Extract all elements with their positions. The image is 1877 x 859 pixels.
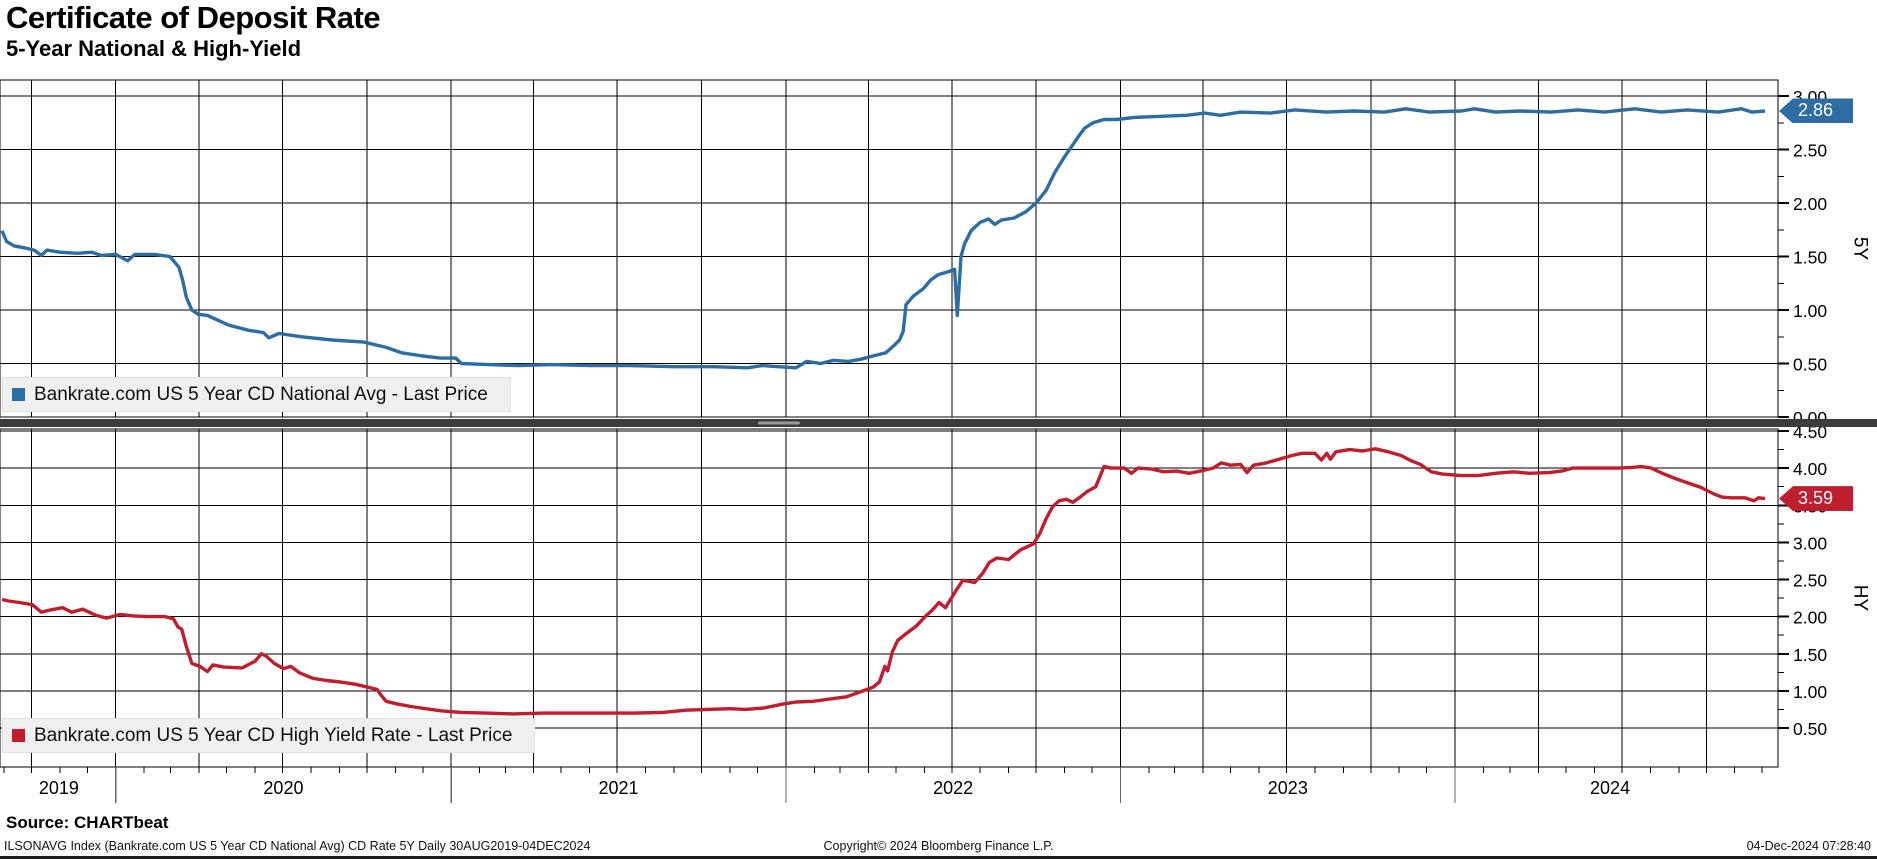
panel-frame xyxy=(0,79,1779,418)
national-series-swatch-icon xyxy=(12,388,25,401)
x-axis-year-label: 2019 xyxy=(39,778,79,798)
legend-high-yield[interactable]: Bankrate.com US 5 Year CD High Yield Rat… xyxy=(2,718,536,753)
index-description: ILSONAVG Index (Bankrate.com US 5 Year C… xyxy=(4,839,591,853)
high-yield-series-swatch-icon xyxy=(12,729,25,742)
page-subtitle: 5-Year National & High-Yield xyxy=(6,36,302,61)
y-axis-label: 3.00 xyxy=(1793,533,1827,553)
y-axis-label: 2.00 xyxy=(1793,194,1827,214)
timestamp: 04-Dec-2024 07:28:40 xyxy=(1746,839,1871,853)
series-line-national[interactable] xyxy=(0,107,1766,370)
legend-national-avg[interactable]: Bankrate.com US 5 Year CD National Avg -… xyxy=(2,377,511,412)
y-axis-label: 2.50 xyxy=(1793,141,1827,161)
page-title: Certificate of Deposit Rate xyxy=(6,0,381,35)
legend-national-label: Bankrate.com US 5 Year CD National Avg -… xyxy=(34,383,488,405)
y-axis-label: 2.00 xyxy=(1793,608,1827,628)
x-axis-year-label: 2024 xyxy=(1590,778,1630,798)
y-axis-label: 1.50 xyxy=(1793,645,1827,665)
window-bottom-edge xyxy=(0,856,1877,859)
copyright-notice: Copyright© 2024 Bloomberg Finance L.P. xyxy=(823,839,1054,853)
last-price-flag-high-yield[interactable]: 3.59 xyxy=(1779,486,1853,512)
x-axis-year-label: 2021 xyxy=(599,778,639,798)
y-axis-label: 1.50 xyxy=(1793,248,1827,268)
series-line-high_yield[interactable] xyxy=(1,447,1766,716)
panel-resize-handle-icon[interactable] xyxy=(758,421,800,425)
panel-separator xyxy=(0,419,1877,427)
y-axis-title: HY xyxy=(1850,585,1871,612)
y-axis-label: 0.50 xyxy=(1793,355,1827,375)
x-axis-year-label: 2022 xyxy=(933,778,973,798)
y-axis-title: 5Y xyxy=(1850,237,1871,261)
last-price-flag-national[interactable]: 2.86 xyxy=(1779,98,1853,124)
y-axis-label: 1.00 xyxy=(1793,301,1827,321)
x-axis-year-label: 2020 xyxy=(263,778,303,798)
y-axis-label: 4.00 xyxy=(1793,459,1827,479)
x-axis-year-label: 2023 xyxy=(1268,778,1308,798)
y-axis-label: 0.50 xyxy=(1793,719,1827,739)
y-axis-label: 1.00 xyxy=(1793,682,1827,702)
legend-high-yield-label: Bankrate.com US 5 Year CD High Yield Rat… xyxy=(34,724,513,746)
y-axis-label: 2.50 xyxy=(1793,571,1827,591)
panel-frame xyxy=(0,428,1779,768)
source-label: Source: CHARTbeat xyxy=(6,813,169,832)
